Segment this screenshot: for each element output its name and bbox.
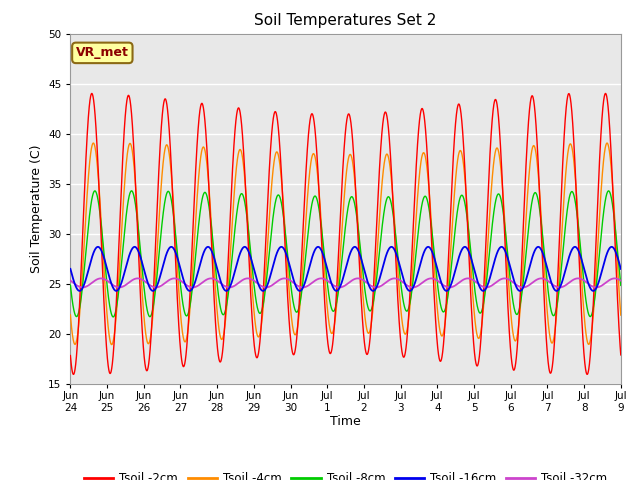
Legend: Tsoil -2cm, Tsoil -4cm, Tsoil -8cm, Tsoil -16cm, Tsoil -32cm: Tsoil -2cm, Tsoil -4cm, Tsoil -8cm, Tsoi… — [79, 467, 612, 480]
Title: Soil Temperatures Set 2: Soil Temperatures Set 2 — [255, 13, 436, 28]
X-axis label: Time: Time — [330, 415, 361, 428]
Y-axis label: Soil Temperature (C): Soil Temperature (C) — [29, 144, 43, 273]
Text: VR_met: VR_met — [76, 47, 129, 60]
